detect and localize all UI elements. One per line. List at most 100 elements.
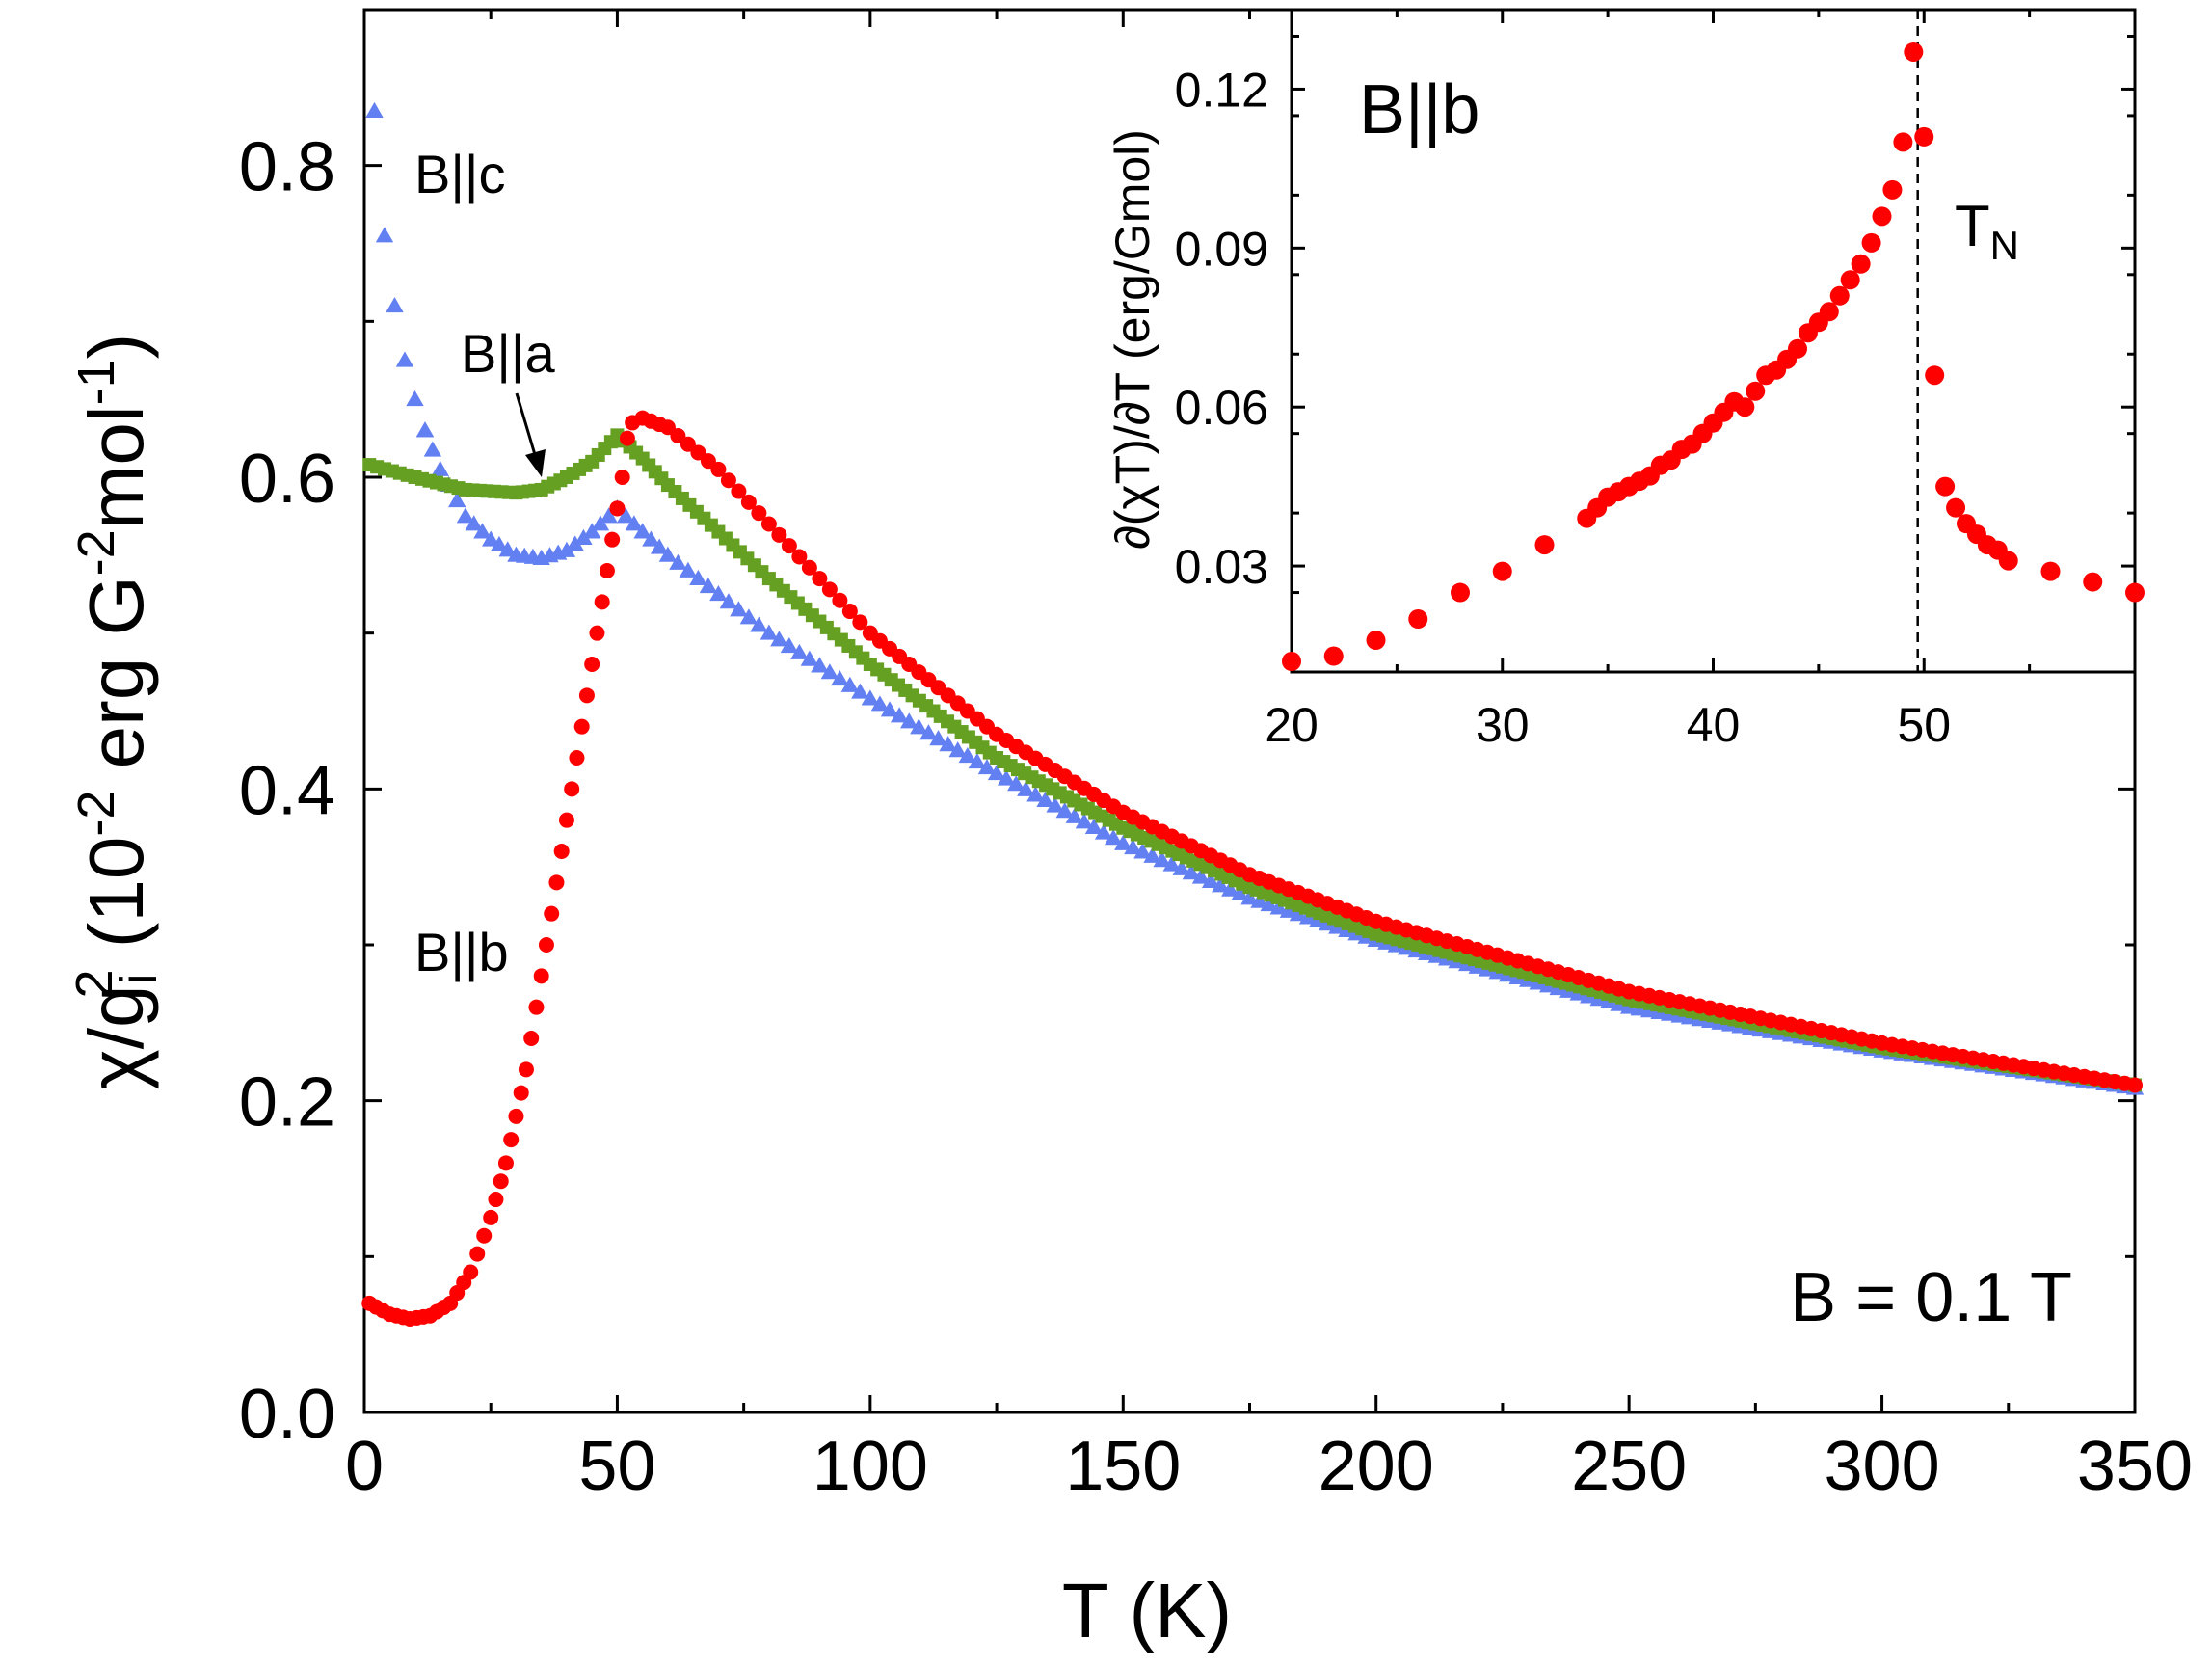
y-title-sup-2: 2 <box>66 970 123 999</box>
inset-data-point <box>1829 285 1850 306</box>
data-point <box>1026 786 1045 802</box>
data-point <box>594 594 610 610</box>
y-title-part-1: χ/g <box>73 985 159 1090</box>
data-point <box>1133 843 1152 859</box>
inset-y-axis-title: ∂(χT)/∂T (erg/Gmol) <box>1106 129 1159 550</box>
data-point <box>619 430 635 446</box>
inset-data-point <box>1840 270 1860 290</box>
data-point <box>614 470 630 485</box>
data-point <box>740 494 757 510</box>
tn-label-t: T <box>1955 194 1990 258</box>
data-point <box>483 1209 499 1225</box>
data-point <box>739 608 759 625</box>
data-point <box>919 724 938 740</box>
data-point <box>523 1031 540 1046</box>
data-point <box>1143 846 1161 863</box>
x-tick-label: 30 <box>1476 698 1530 752</box>
data-point <box>1084 818 1104 835</box>
data-point <box>1046 796 1064 813</box>
data-point <box>508 1108 524 1124</box>
inset-data-point <box>1872 206 1892 227</box>
data-point <box>365 101 384 118</box>
data-point <box>680 436 696 452</box>
data-point <box>658 546 678 562</box>
label-a-arrow-line <box>515 392 538 459</box>
main-y-axis-title: χ/gi2 (10-2 erg G-2mol-1) <box>66 334 168 1090</box>
data-point <box>1104 829 1123 846</box>
data-point <box>553 844 570 859</box>
data-point <box>977 758 997 775</box>
x-tick-label: 20 <box>1265 698 1319 752</box>
data-point <box>948 741 967 758</box>
data-point <box>488 1192 504 1208</box>
data-point <box>1036 791 1054 808</box>
data-point <box>910 718 928 735</box>
data-point <box>473 523 492 539</box>
data-point <box>1017 780 1035 796</box>
data-point <box>1182 864 1201 880</box>
x-tick-label: 350 <box>2077 1428 2193 1505</box>
data-point <box>498 541 517 557</box>
data-point <box>751 505 767 522</box>
y-title-sup-m2: -2 <box>67 791 125 837</box>
main-x-axis-title: T (K) <box>1062 1568 1232 1653</box>
inset-series-b <box>1282 41 2145 672</box>
inset-data-point <box>1735 397 1755 417</box>
data-point <box>616 507 635 524</box>
data-point <box>1191 868 1211 884</box>
inset-data-point <box>1998 551 2018 571</box>
data-point <box>423 441 442 457</box>
data-point <box>431 460 449 476</box>
data-point <box>900 712 919 729</box>
data-point <box>1094 823 1113 840</box>
data-point <box>574 528 593 545</box>
data-point <box>633 523 652 539</box>
data-point <box>841 604 858 620</box>
y-tick-label: 0.4 <box>239 752 335 829</box>
y-tick-label: 0.8 <box>239 129 335 206</box>
data-point <box>709 585 728 602</box>
data-point <box>569 750 585 766</box>
label-b-parallel-a: B||a <box>461 323 555 384</box>
inset-axis-ticks <box>1290 10 2137 674</box>
inset-data-point <box>1323 646 1344 666</box>
data-point <box>1260 896 1278 912</box>
data-point <box>870 695 890 712</box>
inset-data-point <box>1366 631 1386 651</box>
y-tick-label: 0.0 <box>239 1376 335 1453</box>
data-point <box>456 507 475 524</box>
data-point <box>528 999 545 1015</box>
y-title-part-3: erg G <box>73 576 159 790</box>
data-point <box>490 535 509 551</box>
inset-title: B||b <box>1359 71 1479 148</box>
inset-data-point <box>1851 254 1871 274</box>
data-point <box>801 559 817 576</box>
data-point <box>1212 876 1230 893</box>
data-point <box>719 593 738 609</box>
data-point <box>1055 802 1074 819</box>
y-title-sup-m2b: -2 <box>67 529 125 576</box>
data-point <box>700 453 716 470</box>
x-tick-label: 50 <box>578 1428 655 1505</box>
data-point <box>386 296 404 313</box>
data-point <box>469 1246 486 1262</box>
data-point <box>670 427 686 443</box>
y-tick-label: 0.6 <box>239 441 335 518</box>
inset-y-tick-labels: 0.03 0.06 0.09 0.12 <box>1175 63 1268 594</box>
data-point <box>465 515 483 531</box>
data-point <box>840 676 860 692</box>
x-tick-label: 150 <box>1065 1428 1181 1505</box>
data-point <box>821 581 838 598</box>
y-title-part-4: mol <box>73 405 159 529</box>
inset-data-point <box>1282 652 1301 672</box>
inset-data-point <box>1882 179 1903 200</box>
data-point <box>1289 905 1308 922</box>
inset-data-point <box>1788 338 1807 359</box>
inset-data-point <box>1946 497 1966 518</box>
inset-plot-frame <box>1290 8 2137 674</box>
data-point <box>831 669 849 686</box>
data-point <box>1250 892 1268 908</box>
y-title-part-2: (10 <box>73 837 159 970</box>
data-point <box>720 472 736 489</box>
inset-data-point <box>1893 132 1913 152</box>
